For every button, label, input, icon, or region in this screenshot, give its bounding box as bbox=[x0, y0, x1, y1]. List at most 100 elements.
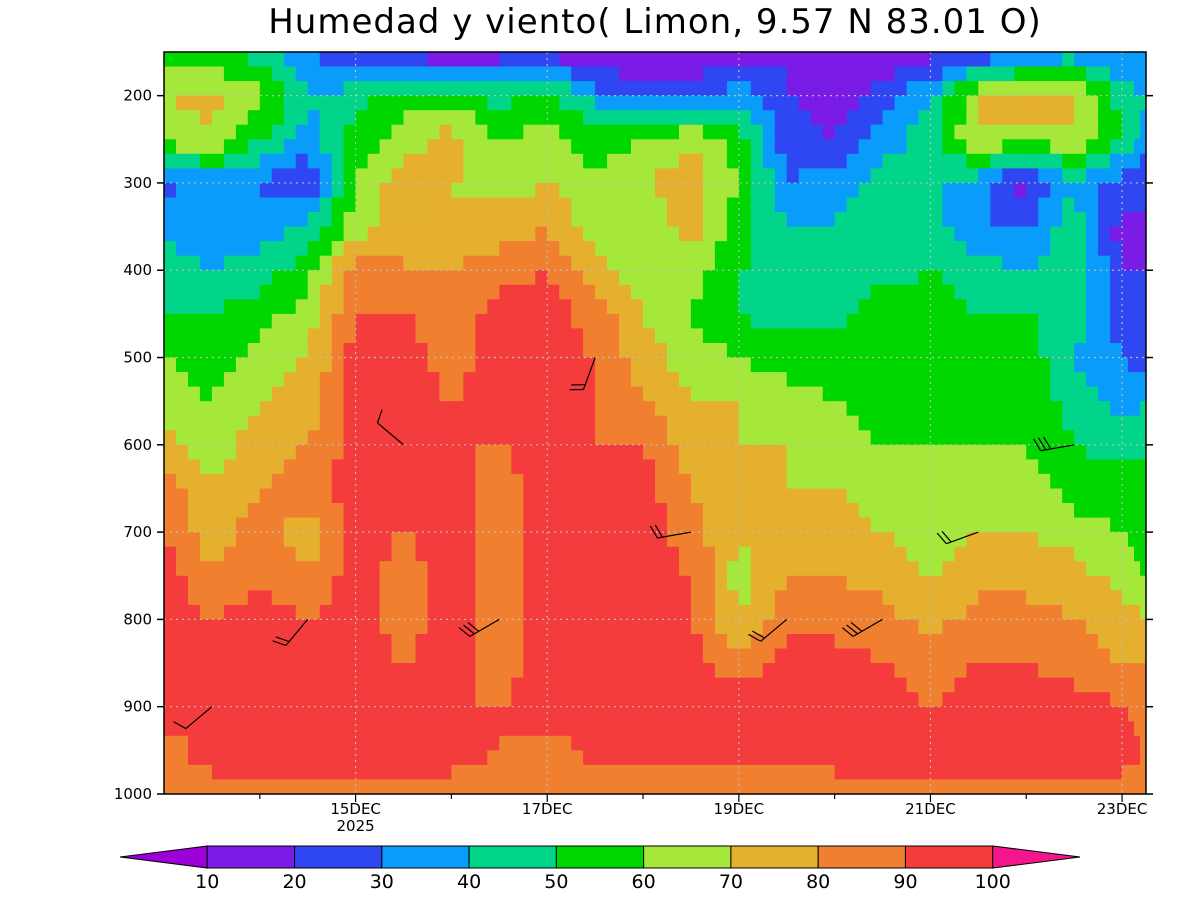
humidity-cell bbox=[954, 765, 967, 780]
humidity-cell bbox=[260, 110, 273, 125]
humidity-cell bbox=[1110, 285, 1123, 300]
humidity-cell bbox=[727, 721, 740, 736]
humidity-cell bbox=[439, 358, 452, 373]
humidity-cell bbox=[451, 518, 464, 533]
humidity-cell bbox=[272, 459, 285, 474]
humidity-cell bbox=[883, 649, 896, 664]
humidity-cell bbox=[775, 780, 788, 795]
humidity-cell bbox=[392, 721, 405, 736]
humidity-cell bbox=[1062, 678, 1075, 693]
humidity-cell bbox=[380, 503, 393, 518]
humidity-cell bbox=[595, 765, 608, 780]
humidity-cell bbox=[1002, 503, 1015, 518]
humidity-cell bbox=[835, 416, 848, 431]
humidity-cell bbox=[978, 96, 991, 111]
humidity-cell bbox=[715, 590, 728, 605]
humidity-cell bbox=[930, 270, 943, 285]
humidity-cell bbox=[344, 707, 357, 722]
humidity-cell bbox=[835, 707, 848, 722]
humidity-cell bbox=[224, 619, 237, 634]
humidity-cell bbox=[356, 81, 369, 96]
humidity-cell bbox=[727, 125, 740, 140]
humidity-cell bbox=[296, 474, 309, 489]
humidity-cell bbox=[787, 256, 800, 271]
humidity-cell bbox=[1038, 285, 1051, 300]
humidity-cell bbox=[451, 227, 464, 242]
humidity-cell bbox=[212, 532, 225, 547]
humidity-cell bbox=[248, 736, 261, 751]
humidity-cell bbox=[966, 459, 979, 474]
humidity-cell bbox=[978, 358, 991, 373]
humidity-cell bbox=[260, 285, 273, 300]
humidity-cell bbox=[691, 590, 704, 605]
humidity-cell bbox=[811, 678, 824, 693]
humidity-cell bbox=[416, 212, 429, 227]
humidity-cell bbox=[643, 358, 656, 373]
humidity-cell bbox=[1074, 81, 1087, 96]
humidity-cell bbox=[1014, 416, 1027, 431]
humidity-cell bbox=[308, 590, 321, 605]
humidity-cell bbox=[1128, 343, 1135, 358]
humidity-cell bbox=[571, 416, 584, 431]
humidity-cell bbox=[835, 663, 848, 678]
humidity-cell bbox=[248, 518, 261, 533]
humidity-cell bbox=[176, 692, 189, 707]
humidity-cell bbox=[523, 721, 536, 736]
humidity-cell bbox=[1062, 299, 1075, 314]
humidity-cell bbox=[559, 663, 572, 678]
humidity-cell bbox=[763, 678, 776, 693]
humidity-cell bbox=[475, 343, 488, 358]
humidity-cell bbox=[176, 518, 189, 533]
humidity-cell bbox=[404, 401, 417, 416]
humidity-cell bbox=[451, 736, 464, 751]
humidity-cell bbox=[919, 343, 932, 358]
humidity-cell bbox=[871, 183, 884, 198]
humidity-cell bbox=[835, 736, 848, 751]
humidity-cell bbox=[1134, 168, 1141, 183]
humidity-cell bbox=[978, 81, 991, 96]
humidity-cell bbox=[1128, 547, 1135, 562]
humidity-cell bbox=[332, 721, 345, 736]
humidity-cell bbox=[164, 227, 177, 242]
humidity-cell bbox=[619, 314, 632, 329]
humidity-cell bbox=[883, 547, 896, 562]
humidity-cell bbox=[895, 605, 908, 620]
humidity-cell bbox=[571, 619, 584, 634]
humidity-cell bbox=[164, 416, 177, 431]
humidity-cell bbox=[547, 168, 560, 183]
humidity-cell bbox=[332, 765, 345, 780]
humidity-cell bbox=[236, 96, 249, 111]
humidity-cell bbox=[1086, 314, 1099, 329]
humidity-cell bbox=[990, 721, 1003, 736]
humidity-cell bbox=[487, 634, 500, 649]
humidity-cell bbox=[751, 663, 764, 678]
humidity-cell bbox=[679, 692, 692, 707]
humidity-cell bbox=[487, 430, 500, 445]
humidity-cell bbox=[547, 634, 560, 649]
humidity-cell bbox=[954, 416, 967, 431]
humidity-cell bbox=[487, 314, 500, 329]
humidity-cell bbox=[619, 750, 632, 765]
humidity-cell bbox=[942, 736, 955, 751]
humidity-cell bbox=[571, 707, 584, 722]
humidity-cell bbox=[296, 649, 309, 664]
humidity-cell bbox=[296, 765, 309, 780]
humidity-cell bbox=[679, 736, 692, 751]
humidity-cell bbox=[667, 445, 680, 460]
humidity-cell bbox=[655, 736, 668, 751]
humidity-cell bbox=[715, 561, 728, 576]
humidity-cell bbox=[727, 154, 740, 169]
humidity-cell bbox=[930, 227, 943, 242]
humidity-cell bbox=[751, 314, 764, 329]
humidity-cell bbox=[919, 547, 932, 562]
humidity-cell bbox=[356, 692, 369, 707]
humidity-cell bbox=[571, 430, 584, 445]
humidity-cell bbox=[320, 154, 333, 169]
humidity-cell bbox=[1062, 168, 1075, 183]
humidity-cell bbox=[1002, 270, 1015, 285]
humidity-cell bbox=[523, 692, 536, 707]
humidity-cell bbox=[463, 256, 476, 271]
humidity-cell bbox=[284, 561, 297, 576]
humidity-cell bbox=[320, 707, 333, 722]
humidity-cell bbox=[883, 605, 896, 620]
